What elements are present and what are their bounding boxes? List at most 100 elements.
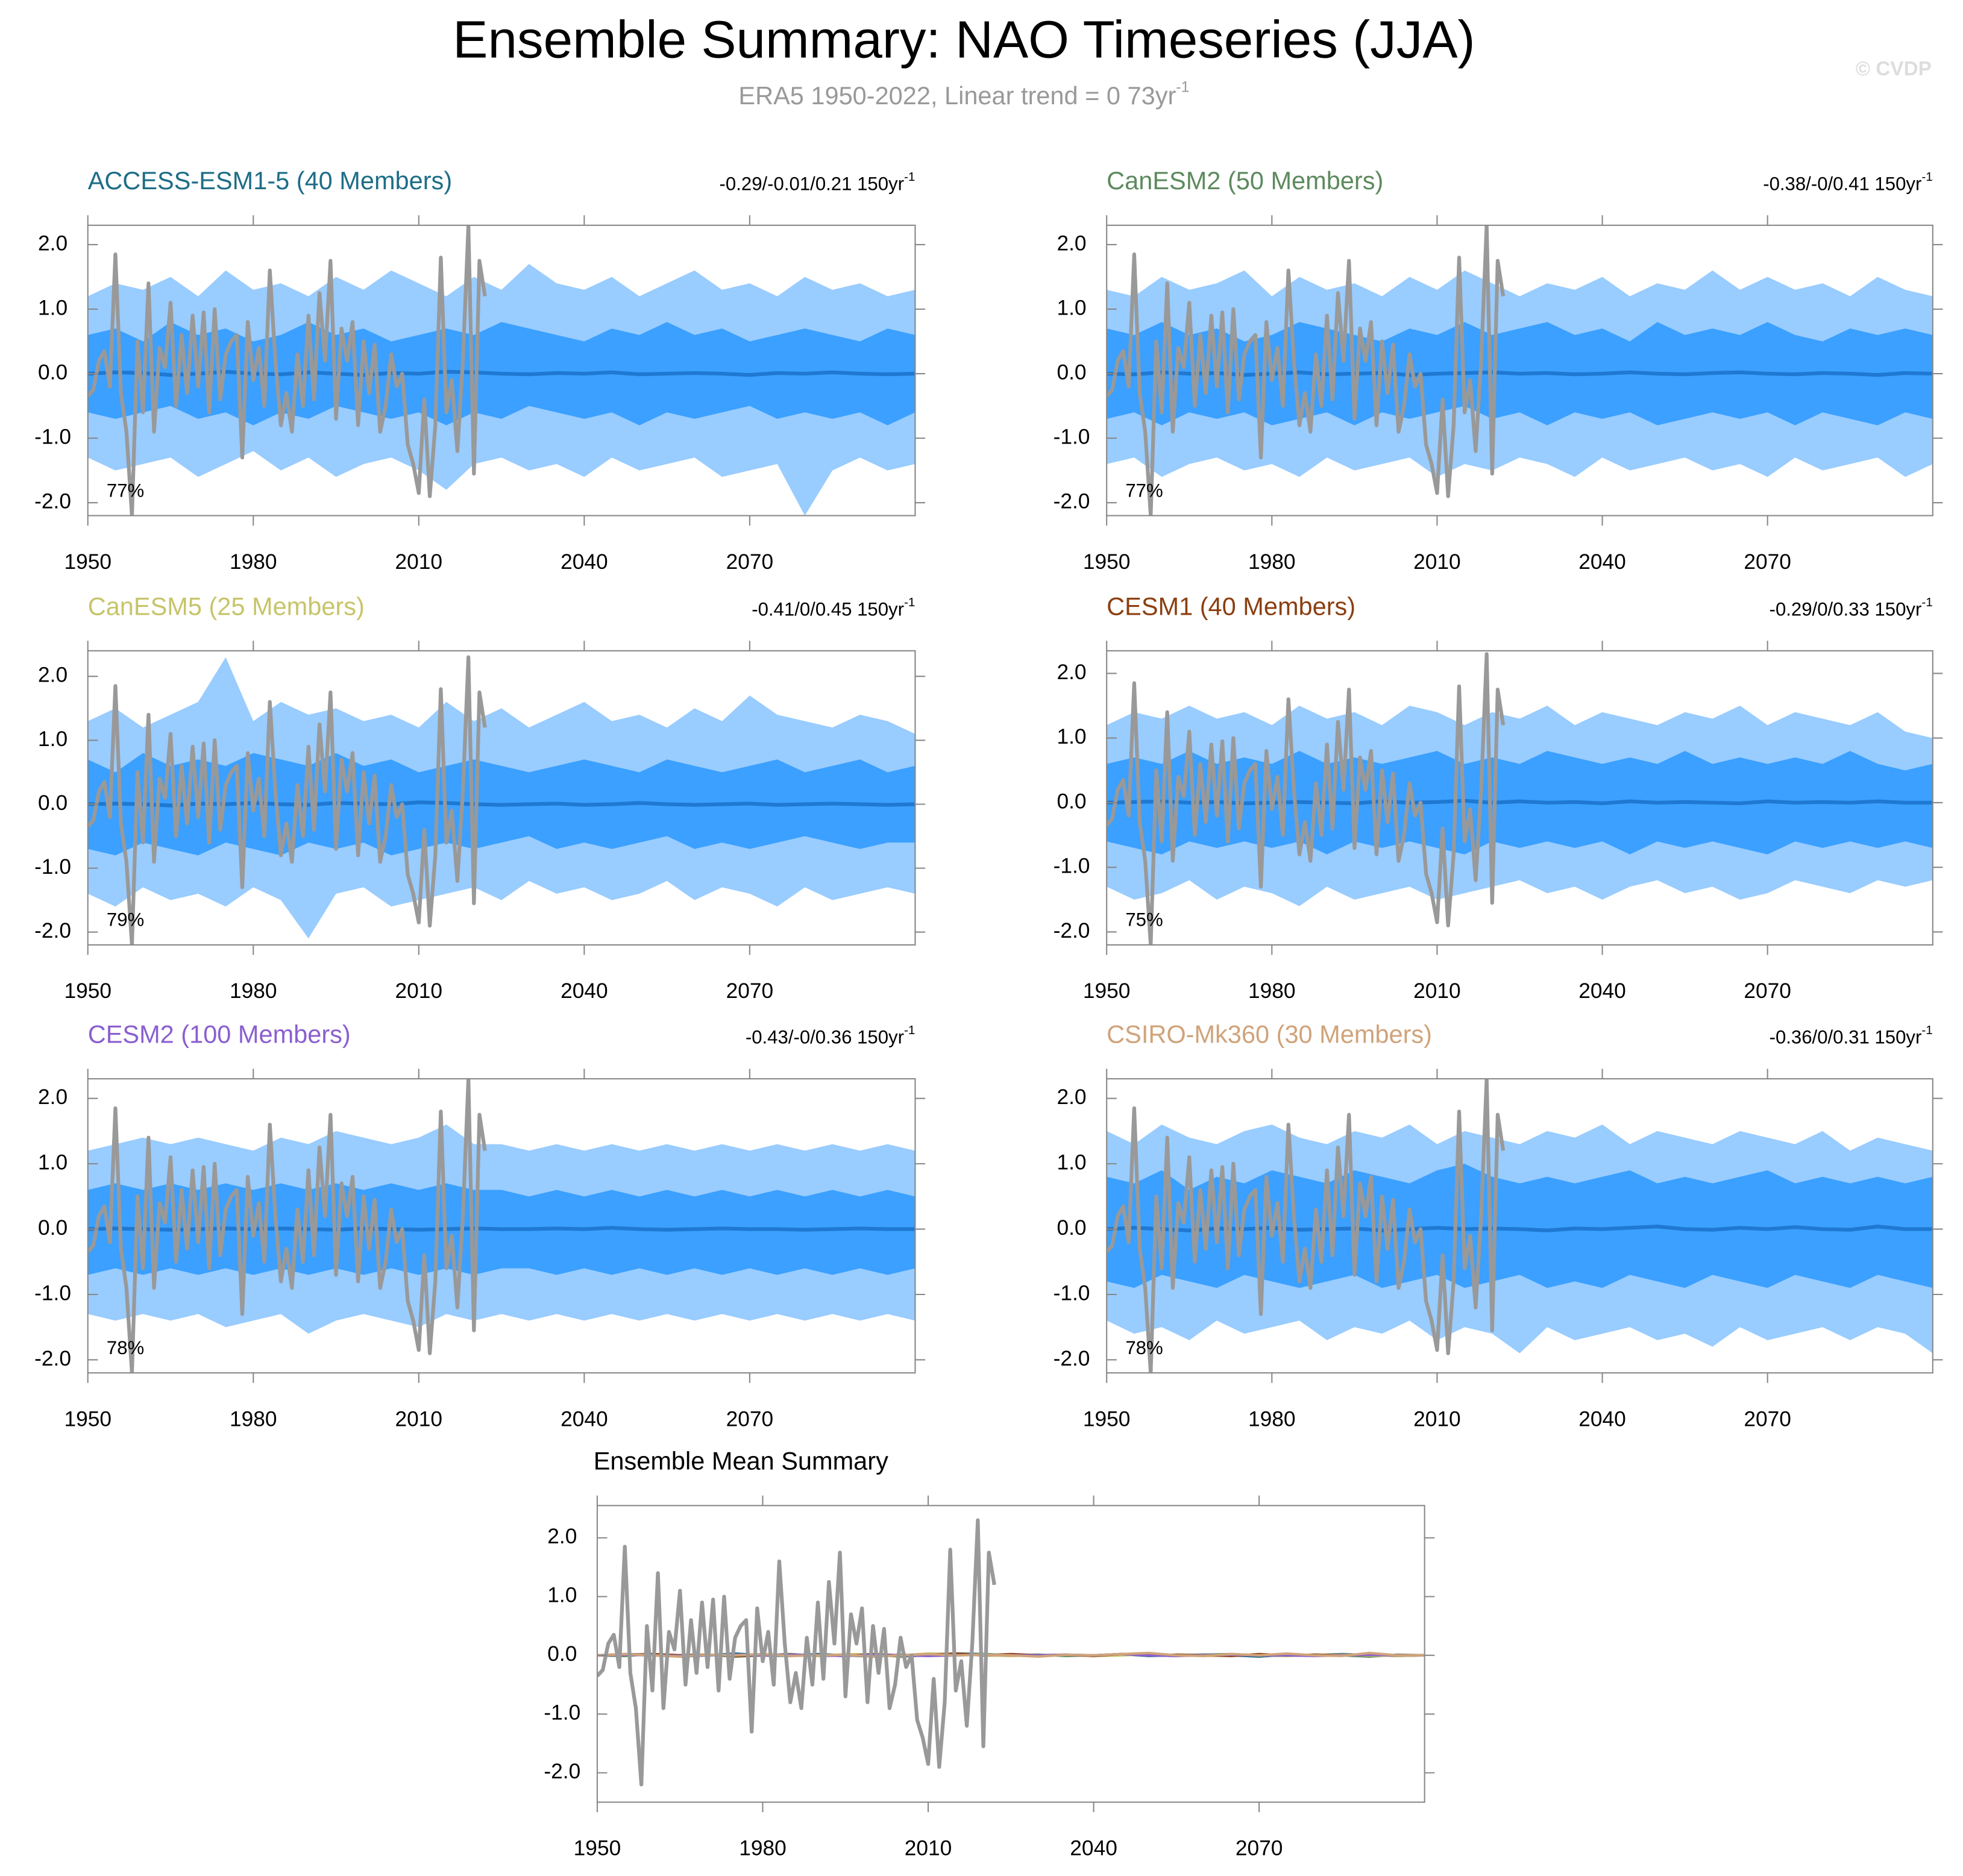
x-tick-label: 1980 (739, 1837, 787, 1860)
ensemble-mean-line (1107, 1225, 1933, 1232)
y-tick-label: 1.0 (38, 296, 68, 319)
panel: -2.0 -1.0 0.0 1.0 2.0 1950 1980 2010 2040 2070 Can… (34, 592, 926, 1003)
x-tick-label: 2070 (726, 979, 774, 1003)
match-annotation: 79% (107, 909, 144, 930)
subtitle-exponent: -1 (1176, 78, 1189, 95)
y-tick-label: -1.0 (34, 1281, 71, 1305)
panel-title: CESM2 (100 Members) (88, 1020, 351, 1048)
x-tick-label: 2010 (905, 1837, 952, 1860)
panel-title: CSIRO-Mk360 (30 Members) (1107, 1020, 1432, 1048)
trend-text: -0.36/0/0.31 150yr (1770, 1027, 1922, 1048)
x-tick-label: 2010 (1413, 1407, 1461, 1431)
trend-exponent: -1 (1921, 1024, 1932, 1038)
y-tick-label: 2.0 (1057, 231, 1086, 255)
x-tick-label: 1950 (1083, 550, 1131, 574)
plot-frame (87, 650, 916, 946)
panel-title: ACCESS-ESM1-5 (40 Members) (88, 166, 452, 195)
y-tick-label: -1.0 (34, 855, 71, 879)
y-tick-label: 0.0 (1057, 1216, 1086, 1240)
y-tick-label: -1.0 (1054, 425, 1090, 448)
x-tick-label: 1950 (64, 550, 111, 574)
y-tick-label: 0.0 (547, 1642, 577, 1666)
trend-exponent: -1 (904, 595, 915, 609)
ensemble-mean-line (1107, 798, 1933, 806)
x-tick-label: 1980 (230, 550, 277, 574)
plot-area (87, 655, 916, 945)
ensemble-mean-line (87, 369, 916, 377)
plot-area (87, 225, 916, 516)
x-tick-label: 2070 (1236, 1837, 1283, 1860)
trend-text: -0.29/-0.01/0.21 150yr (720, 174, 904, 195)
y-tick-label: -2.0 (1054, 919, 1090, 943)
x-tick-label: 2040 (561, 1407, 608, 1431)
y-tick-label: 2.0 (547, 1525, 577, 1548)
y-tick-label: 0.0 (38, 791, 68, 815)
x-tick-label: 2010 (395, 1407, 443, 1431)
trend-exponent: -1 (904, 170, 915, 184)
observed-line (87, 225, 487, 516)
y-tick-label: 1.0 (38, 727, 68, 751)
panel-title: CESM1 (40 Members) (1107, 592, 1355, 620)
x-tick-label: 1980 (230, 979, 277, 1003)
match-annotation: 78% (107, 1337, 144, 1358)
panel: -2.0 -1.0 0.0 1.0 2.0 1950 1980 2010 2040 2070 CES… (1054, 592, 1943, 1003)
y-tick-label: 2.0 (1057, 660, 1086, 684)
y-tick-label: 0.0 (38, 360, 68, 384)
y-tick-label: -2.0 (1054, 1347, 1090, 1370)
panel: -2.0 -1.0 0.0 1.0 2.0 1950 1980 2010 2040 2070 ACC… (34, 166, 926, 574)
y-tick-label: -2.0 (1054, 490, 1090, 513)
trend-text: -0.29/0/0.33 150yr (1770, 599, 1922, 620)
observed-line (597, 1518, 996, 1787)
x-tick-label: 1950 (1083, 1407, 1131, 1431)
trend-label: -0.43/-0/0.36 150yr-1 (746, 1024, 916, 1048)
x-tick-label: 2010 (1413, 979, 1461, 1003)
trend-label: -0.38/-0/0.41 150yr-1 (1763, 170, 1933, 194)
y-tick-label: 0.0 (1057, 789, 1086, 813)
observed-line (87, 655, 487, 945)
subtitle-text: ERA5 1950-2022, Linear trend = 0 73yr (738, 81, 1176, 110)
plot-area (597, 1518, 1425, 1787)
y-tick-label: 2.0 (38, 1085, 68, 1109)
ensemble-mean-line (1107, 370, 1933, 377)
observed-line (1107, 1079, 1506, 1373)
x-tick-label: 2040 (1070, 1837, 1117, 1860)
y-tick-label: 2.0 (38, 664, 68, 687)
x-tick-label: 2070 (1744, 979, 1791, 1003)
y-tick-label: 0.0 (38, 1216, 68, 1240)
x-tick-label: 1980 (1248, 1407, 1296, 1431)
figure-subtitle: ERA5 1950-2022, Linear trend = 0 73yr-1 (738, 78, 1189, 110)
y-tick-label: -2.0 (34, 919, 71, 943)
figure-title: Ensemble Summary: NAO Timeseries (JJA) (453, 11, 1475, 69)
panel: -2.0 -1.0 0.0 1.0 2.0 1950 1980 2010 2040 2070 Can… (1054, 166, 1943, 574)
observed-line (87, 1079, 487, 1373)
plot-frame (87, 1078, 916, 1374)
plot-area (1107, 1079, 1933, 1373)
x-tick-label: 2040 (1578, 1407, 1626, 1431)
x-tick-label: 2040 (1578, 979, 1626, 1003)
y-tick-label: 1.0 (547, 1584, 577, 1607)
match-annotation: 75% (1125, 909, 1163, 930)
panel-title: CanESM2 (50 Members) (1107, 166, 1383, 195)
panel-title: CanESM5 (25 Members) (88, 592, 365, 620)
x-tick-label: 2010 (395, 979, 443, 1003)
x-tick-label: 1980 (230, 1407, 277, 1431)
trend-label: -0.36/0/0.31 150yr-1 (1770, 1024, 1933, 1048)
plot-frame (1106, 650, 1933, 946)
observed-line (1107, 652, 1506, 945)
match-annotation: 77% (1125, 480, 1163, 501)
y-tick-label: -1.0 (34, 425, 71, 448)
y-tick-label: -2.0 (34, 490, 71, 513)
plot-frame (596, 1505, 1425, 1803)
y-tick-label: 2.0 (38, 231, 68, 255)
trend-label: -0.41/0/0.45 150yr-1 (752, 595, 915, 620)
x-tick-label: 2040 (561, 550, 608, 574)
plot-area (1107, 225, 1933, 516)
y-tick-label: -2.0 (544, 1760, 580, 1783)
plot-frame (1106, 1078, 1933, 1374)
plot-frame (1106, 224, 1933, 516)
x-tick-label: 2070 (726, 550, 774, 574)
x-tick-label: 1950 (1083, 979, 1131, 1003)
